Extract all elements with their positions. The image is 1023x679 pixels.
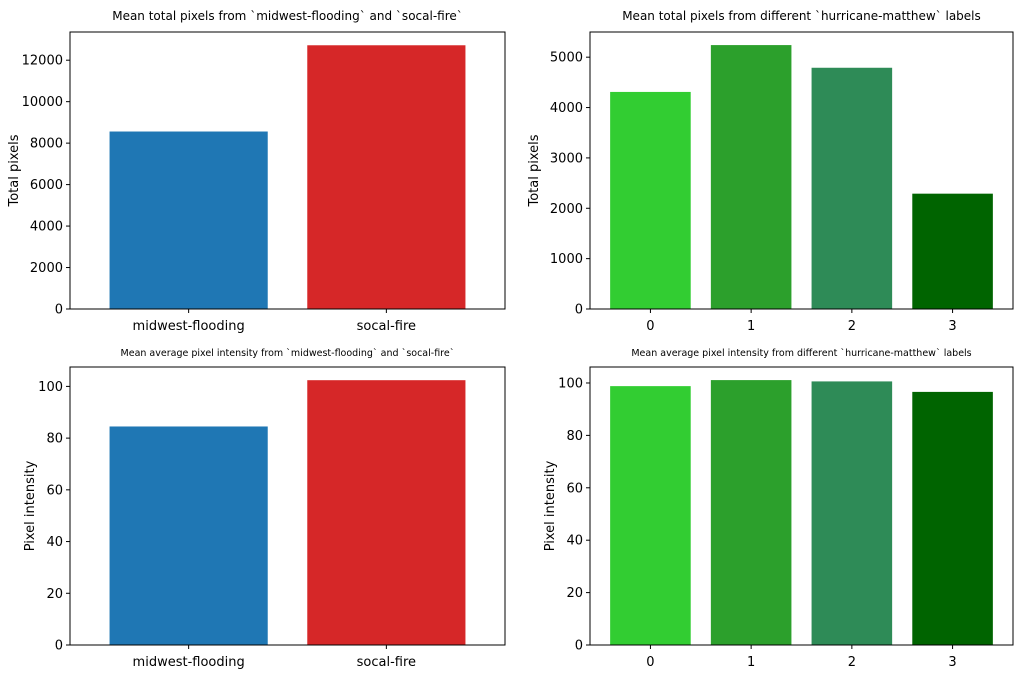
bar-3 xyxy=(912,391,993,645)
y-tick-label: 4000 xyxy=(30,220,63,235)
y-tick-label: 0 xyxy=(575,639,583,654)
y-tick-label: 20 xyxy=(566,586,583,601)
chart-title: Mean average pixel intensity from differ… xyxy=(631,348,971,359)
x-tick-label: 0 xyxy=(646,655,654,670)
bar-midwest-flooding xyxy=(109,131,268,309)
bar-0 xyxy=(610,91,691,310)
bar-2 xyxy=(811,67,893,309)
chart-panel-2: 0 1000 2000 3000 4000 5000 0 1 2 3 Total pixels Mea… xyxy=(527,9,1014,334)
x-tick-label: 0 xyxy=(646,319,654,334)
y-tick-label: 80 xyxy=(46,432,63,447)
y-tick-label: 100 xyxy=(558,376,583,391)
y-tick-label: 12000 xyxy=(22,54,63,69)
x-tick-label: socal-fire xyxy=(357,655,416,670)
y-tick-label: 5000 xyxy=(550,51,583,66)
axes-frame xyxy=(589,31,1014,310)
y-tick-label: 40 xyxy=(566,534,583,549)
x-tick-label: 2 xyxy=(848,655,856,670)
y-tick-label: 2000 xyxy=(550,202,583,217)
y-tick-label: 0 xyxy=(55,303,63,318)
axes-frame xyxy=(69,31,506,310)
chart-panel-4: 0 20 40 60 80 100 0 1 2 3 Pixel intensity Mean aver… xyxy=(543,348,1014,670)
chart-title: Mean total pixels from different `hurric… xyxy=(622,9,981,23)
bar-3 xyxy=(912,193,993,309)
y-tick-label: 6000 xyxy=(30,178,63,193)
x-tick-label: 1 xyxy=(747,319,755,334)
chart-title: Mean total pixels from `midwest-flooding… xyxy=(112,9,463,23)
y-axis-label: Total pixels xyxy=(527,134,542,207)
x-tick-label: 3 xyxy=(948,319,956,334)
y-tick-label: 3000 xyxy=(550,151,583,166)
x-tick-label: socal-fire xyxy=(357,319,416,334)
x-tick-label: midwest-flooding xyxy=(133,319,245,334)
axes-frame xyxy=(589,366,1014,646)
y-tick-label: 80 xyxy=(566,429,583,444)
bar-socal-fire xyxy=(307,380,466,645)
y-tick-label: 4000 xyxy=(550,101,583,116)
bar-0 xyxy=(610,386,691,645)
y-tick-label: 20 xyxy=(46,587,63,602)
y-tick-label: 40 xyxy=(46,535,63,550)
y-tick-label: 60 xyxy=(46,483,63,498)
y-tick-label: 0 xyxy=(55,639,63,654)
y-axis-label: Pixel intensity xyxy=(23,460,38,551)
y-tick-label: 60 xyxy=(566,481,583,496)
y-axis-label: Total pixels xyxy=(7,134,22,207)
bar-1 xyxy=(710,45,792,310)
bar-2 xyxy=(811,381,893,645)
axes-frame xyxy=(69,366,506,646)
x-tick-label: 2 xyxy=(848,319,856,334)
x-tick-label: 3 xyxy=(948,655,956,670)
chart-panel-1: 0 2000 4000 6000 8000 10000 12000 midwest-flood… xyxy=(7,9,506,334)
y-tick-label: 100 xyxy=(38,380,63,395)
y-tick-label: 8000 xyxy=(30,137,63,152)
bar-midwest-flooding xyxy=(109,426,268,645)
bar-1 xyxy=(710,380,792,645)
bar-socal-fire xyxy=(307,45,466,310)
y-tick-label: 1000 xyxy=(550,252,583,267)
y-tick-label: 2000 xyxy=(30,261,63,276)
x-tick-label: midwest-flooding xyxy=(133,655,245,670)
y-tick-label: 0 xyxy=(575,303,583,318)
chart-title: Mean average pixel intensity from `midwe… xyxy=(121,348,455,359)
x-tick-label: 1 xyxy=(747,655,755,670)
y-axis-label: Pixel intensity xyxy=(543,460,558,551)
y-tick-label: 10000 xyxy=(22,95,63,110)
chart-panel-3: 0 20 40 60 80 100 midwest-flooding socal-fire Pi… xyxy=(23,348,506,670)
